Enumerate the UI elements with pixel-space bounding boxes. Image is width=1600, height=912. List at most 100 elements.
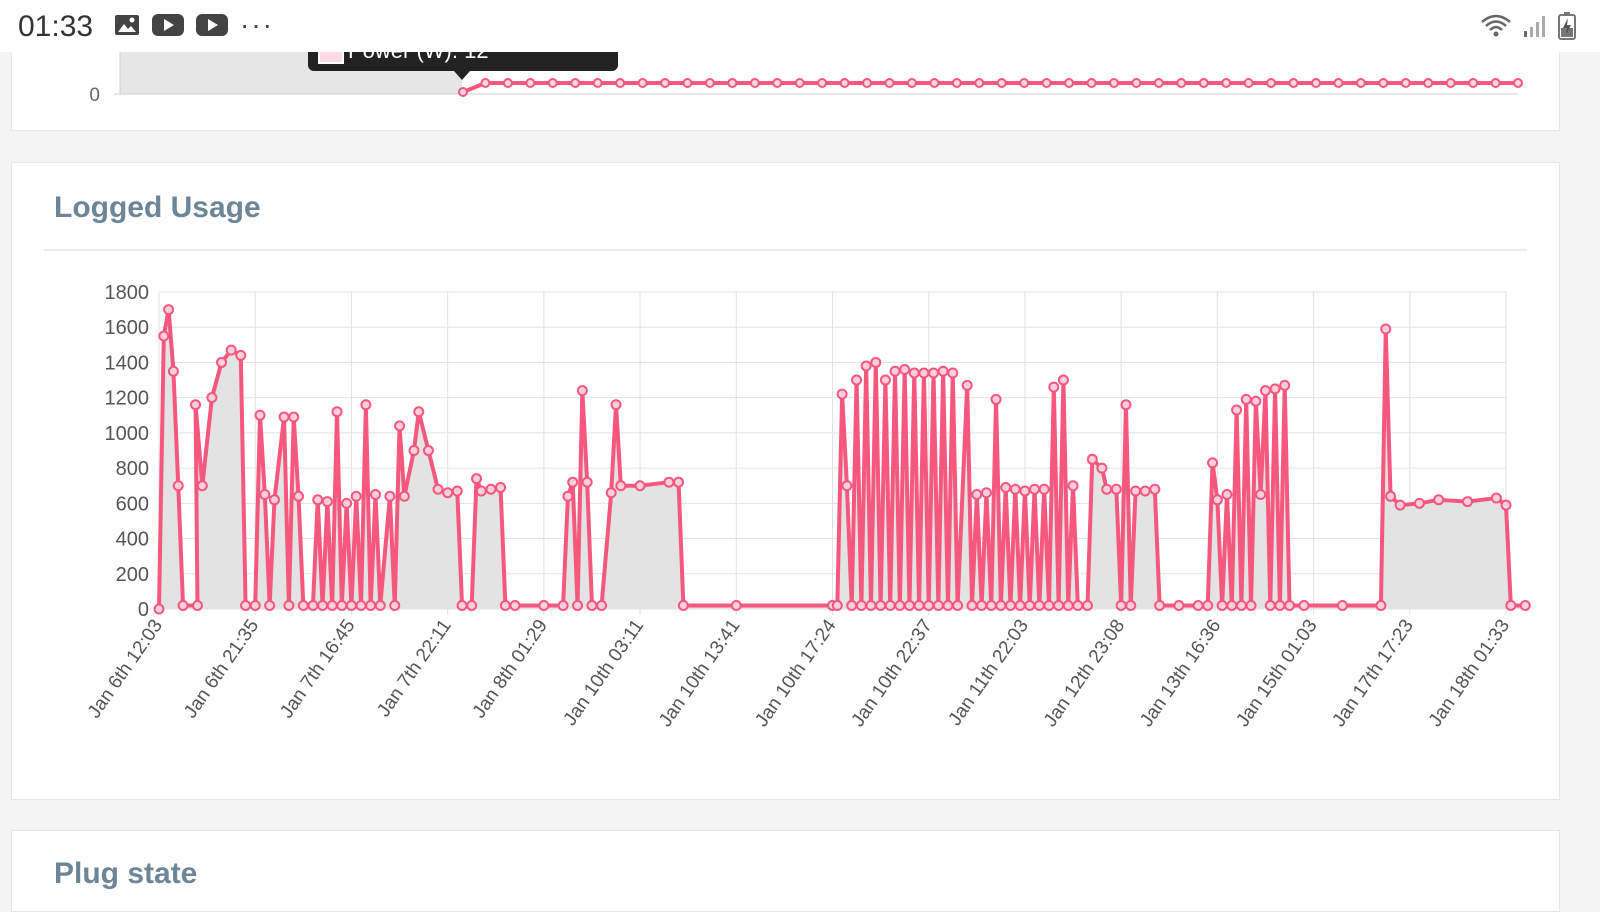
data-point xyxy=(259,489,271,501)
data-point xyxy=(1519,599,1531,611)
x-tick-label: Jan 6th 12:03 xyxy=(84,616,167,722)
data-point xyxy=(408,445,420,456)
data-point xyxy=(1250,395,1262,407)
data-point xyxy=(884,599,896,611)
data-point xyxy=(153,603,165,615)
data-point xyxy=(1385,490,1397,502)
data-point xyxy=(865,599,877,611)
data-point xyxy=(1355,78,1366,88)
data-point xyxy=(422,445,434,456)
data-point xyxy=(974,78,985,88)
data-point xyxy=(355,599,367,611)
data-point xyxy=(846,599,858,611)
data-point xyxy=(502,78,513,88)
data-point xyxy=(971,489,983,501)
card-divider xyxy=(44,249,1527,251)
data-point xyxy=(932,599,944,611)
data-point xyxy=(350,490,362,502)
signal-icon xyxy=(1524,16,1545,37)
data-point xyxy=(1125,599,1137,611)
x-tick-label: Jan 11th 22:03 xyxy=(945,616,1034,730)
x-tick-label: Jan 17th 17:23 xyxy=(1329,616,1418,731)
data-point xyxy=(794,78,805,88)
data-point xyxy=(985,599,997,611)
data-point xyxy=(1240,393,1252,405)
data-point xyxy=(855,599,867,611)
data-point xyxy=(1154,599,1166,611)
data-point xyxy=(557,599,569,611)
data-point xyxy=(196,480,208,492)
data-point xyxy=(1072,599,1084,611)
youtube-icon xyxy=(152,14,184,36)
data-point xyxy=(1490,492,1502,504)
data-point xyxy=(1310,78,1321,88)
data-point xyxy=(509,599,521,611)
x-tick-label: Jan 8th 01:29 xyxy=(469,616,552,722)
data-point xyxy=(240,599,252,611)
data-point xyxy=(572,599,584,611)
data-point xyxy=(586,599,598,611)
y-tick-label: 600 xyxy=(116,493,149,515)
system-icons xyxy=(1480,12,1576,40)
data-point xyxy=(990,393,1002,405)
data-point xyxy=(398,490,410,502)
data-point xyxy=(374,599,386,611)
data-point xyxy=(499,599,511,611)
data-point xyxy=(360,399,372,411)
data-point xyxy=(525,78,536,88)
data-point xyxy=(851,374,863,386)
data-point xyxy=(772,78,783,88)
data-point xyxy=(682,78,693,88)
data-point xyxy=(976,599,988,611)
x-tick-label: Jan 6th 21:35 xyxy=(180,616,263,722)
data-point xyxy=(1176,78,1187,88)
data-point xyxy=(384,490,396,502)
data-point xyxy=(913,599,925,611)
x-tick-label: Jan 12th 23:08 xyxy=(1040,616,1129,731)
data-point xyxy=(1207,457,1219,469)
data-point xyxy=(264,599,276,611)
data-point xyxy=(268,494,280,506)
data-point xyxy=(1245,599,1257,611)
data-point xyxy=(1096,462,1108,474)
data-point xyxy=(704,78,715,88)
data-point xyxy=(1380,323,1392,335)
data-point xyxy=(995,599,1007,611)
series-line xyxy=(157,307,1526,610)
data-point xyxy=(1064,78,1075,88)
data-point xyxy=(471,473,483,485)
data-point xyxy=(495,481,507,493)
x-tick-label: Jan 10th 03:11 xyxy=(560,616,649,730)
data-point xyxy=(903,599,915,611)
data-point xyxy=(1255,489,1267,501)
data-point xyxy=(1024,599,1036,611)
data-point xyxy=(307,599,319,611)
tooltip-swatch xyxy=(318,52,344,64)
data-point xyxy=(615,78,626,88)
data-point xyxy=(839,78,850,88)
data-point xyxy=(336,599,348,611)
y-tick-label: 1600 xyxy=(105,317,150,339)
data-point xyxy=(870,356,882,368)
data-point xyxy=(634,480,646,492)
data-point xyxy=(451,485,463,497)
x-tick-label: Jan 10th 13:41 xyxy=(655,616,744,731)
data-point xyxy=(1216,599,1228,611)
x-tick-label: Jan 7th 22:11 xyxy=(373,616,455,721)
y-tick-label: 400 xyxy=(116,529,149,551)
data-point xyxy=(727,78,738,88)
data-point xyxy=(1000,481,1012,493)
data-point xyxy=(862,78,873,88)
data-point xyxy=(1394,499,1406,511)
data-point xyxy=(1041,78,1052,88)
data-point xyxy=(1029,483,1041,495)
data-point xyxy=(1235,599,1247,611)
data-point xyxy=(1019,485,1031,497)
card-title: Plug state xyxy=(54,857,198,890)
data-point xyxy=(249,599,261,611)
data-point xyxy=(831,599,843,611)
logged-usage-chart[interactable]: 0 200 400 600 800 1000 1200 1400 1600 1800 Jan 6th… xyxy=(12,163,1559,799)
data-point xyxy=(235,349,247,361)
data-point xyxy=(312,494,324,506)
data-point xyxy=(341,497,353,509)
